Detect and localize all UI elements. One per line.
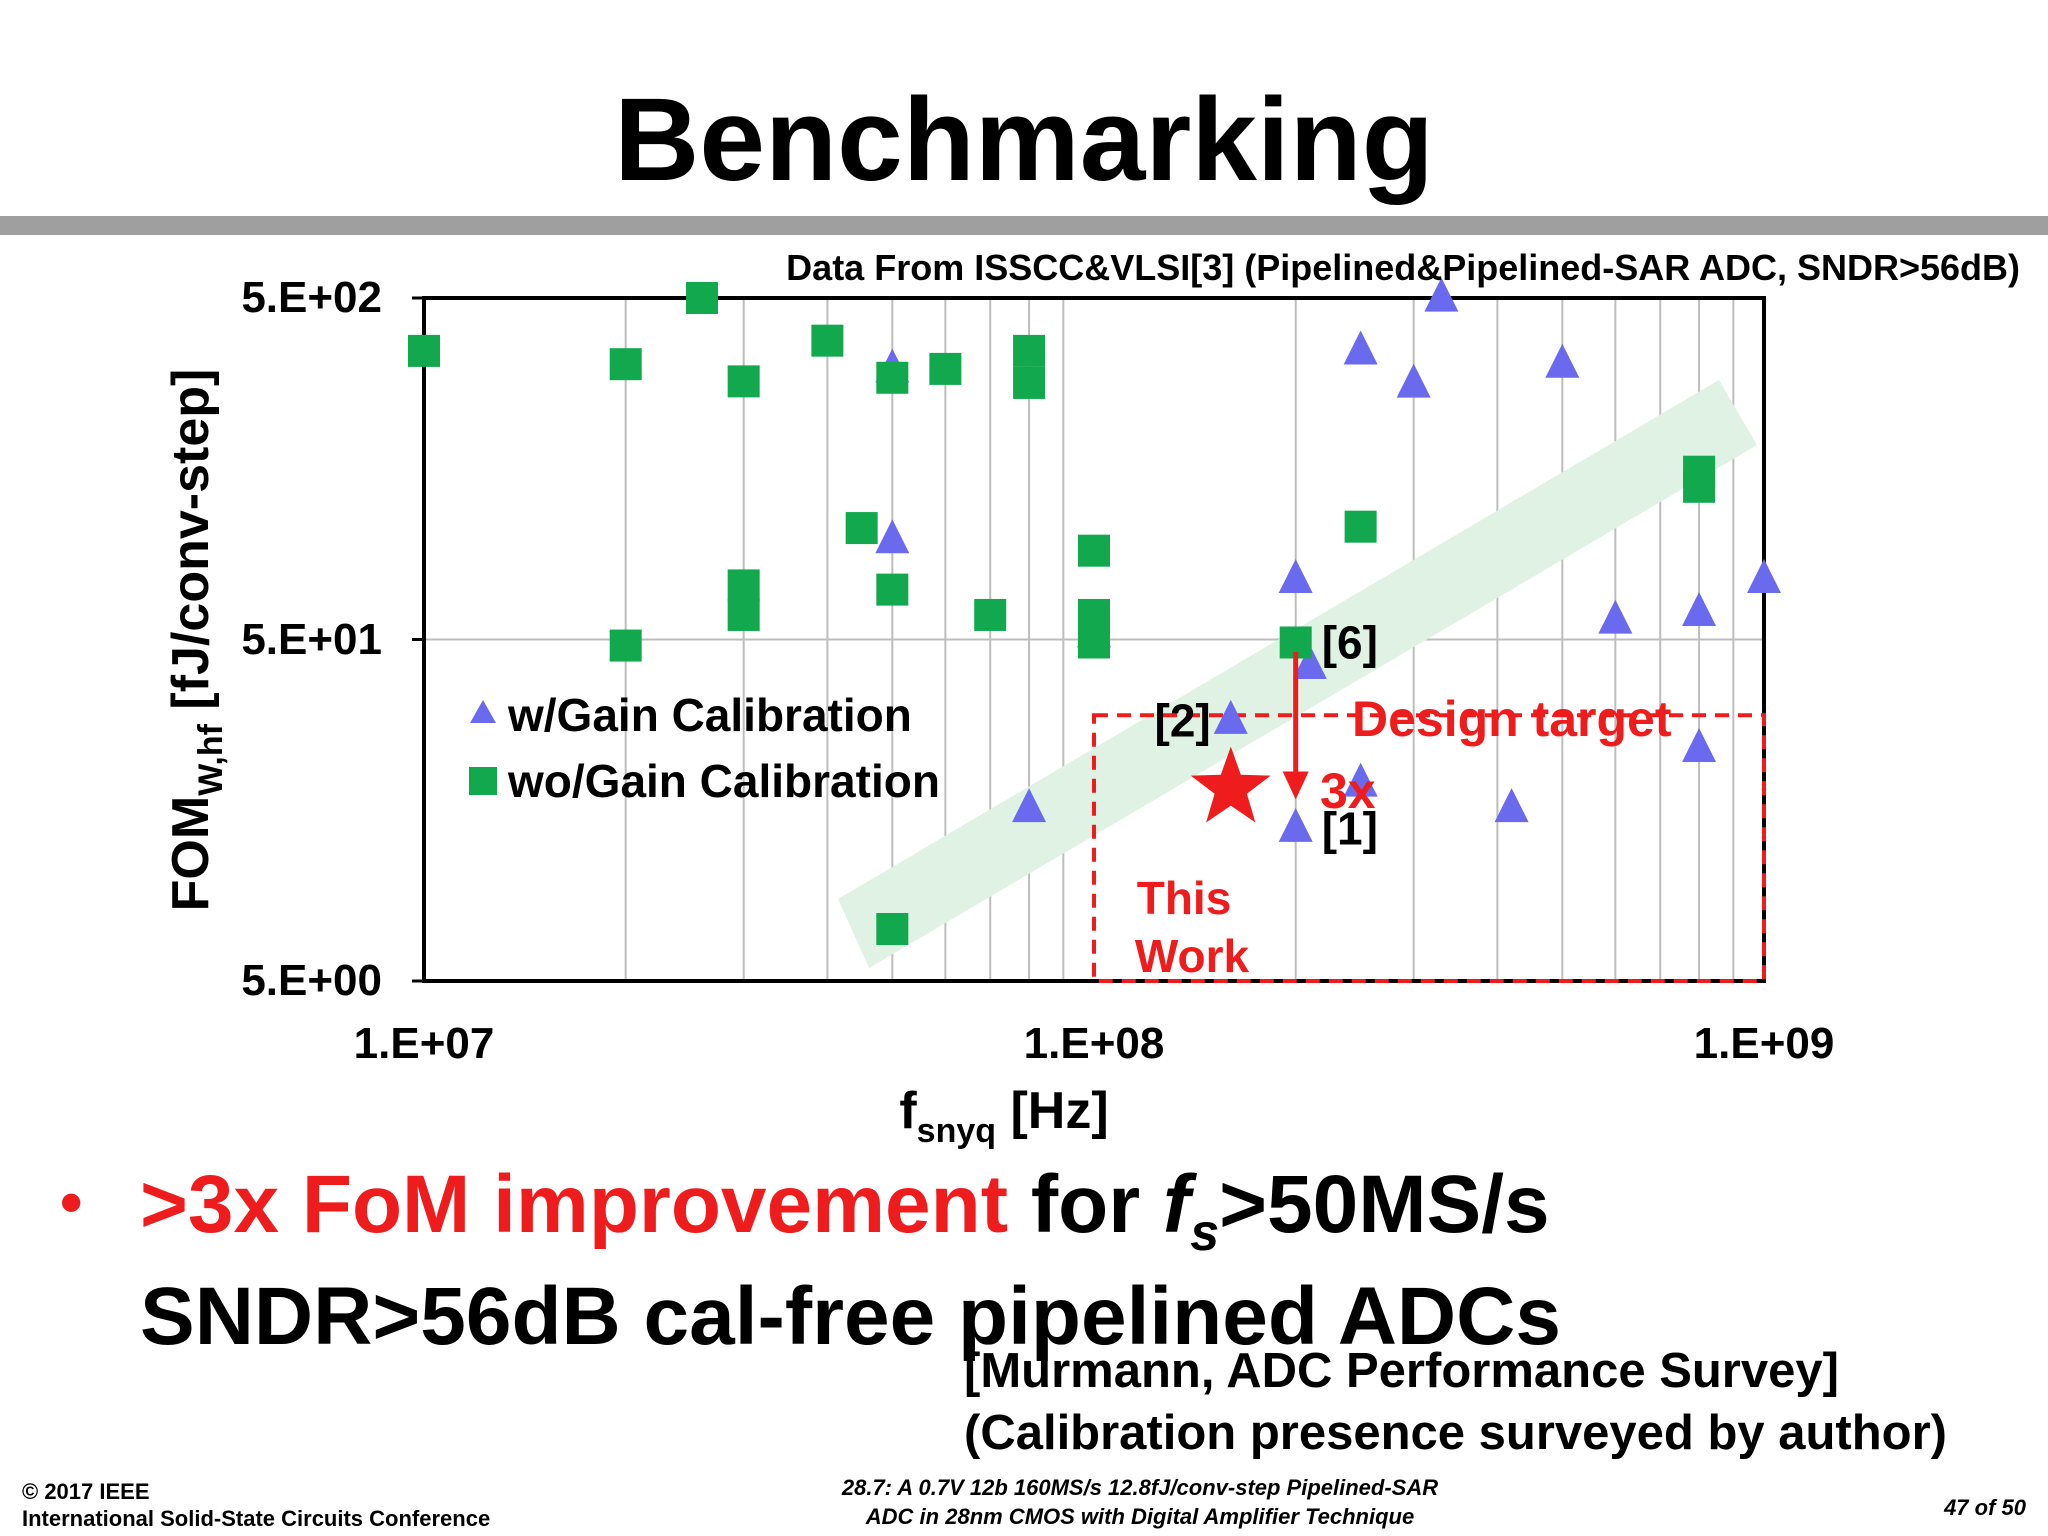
data-point-square [1078,626,1110,659]
data-point-square [1683,470,1716,503]
source-line-2: (Calibration presence surveyed by author… [964,1406,1947,1460]
legend-triangle-icon [470,700,496,723]
data-point-triangle [1213,699,1248,734]
this-work-star [1190,746,1271,823]
reference-label: [2] [1155,694,1211,746]
copyright-text: © 2017 IEEE [22,1479,150,1504]
y-tick-label: 5.E+01 [241,615,382,664]
data-point-square [811,324,844,357]
bullet-fs: f [1162,1159,1191,1250]
legend: w/Gain Calibration wo/Gain Calibration [469,689,940,807]
this-work-label: Work [1135,930,1250,982]
footer-paper-title: 28.7: A 0.7V 12b 160MS/s 12.8fJ/conv-ste… [790,1473,1490,1531]
x-axis-label-sub: snyq [917,1112,996,1150]
data-point-triangle [1747,558,1781,593]
x-axis-label: fsnyq [Hz] [899,1082,1108,1150]
legend-label: w/Gain Calibration [507,689,912,741]
y-axis-label-main: FOM [162,796,220,912]
plot-area [422,296,1766,983]
x-axis-label-unit: [Hz] [996,1082,1109,1140]
improvement-arrow [1282,651,1309,800]
bullet-text: for [1008,1159,1163,1250]
x-tick-label: 1.E+08 [1024,1019,1165,1068]
y-axis-label: FOMW,hf [fJ/conv-step] [162,369,230,912]
data-point-triangle [1012,788,1047,823]
data-point-square [727,598,760,631]
chart-subtitle: Data From ISSCC&VLSI[3] (Pipelined&Pipel… [786,247,2020,288]
title-divider [0,216,2048,235]
x-axis-label-main: f [899,1082,917,1140]
bullet-fs-sub: s [1190,1204,1220,1262]
data-point-triangle [875,519,910,554]
paper-title-line-1: 28.7: A 0.7V 12b 160MS/s 12.8fJ/conv-ste… [841,1475,1439,1500]
source-note: [Murmann, ADC Performance Survey] (Calib… [964,1340,2024,1464]
data-point-square [1078,534,1110,567]
design-target-box [1092,713,1766,983]
bullet-line-2: SNDR>56dB cal-free pipelined ADCs [140,1271,1561,1362]
bullet-dot-icon: • [60,1166,83,1238]
data-point-square [1078,598,1110,631]
y-tick-label: 5.E+00 [241,956,382,1005]
data-point-square [876,573,909,606]
chart-svg: [6] [2] [1] Data From ISSCC&VLSI[3] (Pipel… [162,247,2020,1150]
point-labels: [6] [2] [1] [1155,616,1378,854]
data-point-square [408,334,440,367]
design-target-label: Design target [1352,691,1672,747]
reference-label: [6] [1322,616,1378,668]
key-takeaway: • >3x FoM improvement for fs>50MS/s SNDR>… [60,1160,2010,1359]
data-point-triangle [1424,277,1459,312]
arrow-head-icon [1282,771,1309,800]
reference-label: [1] [1322,802,1378,854]
data-point-square [929,352,962,385]
data-point-triangle [1598,599,1633,634]
bullet-highlight: >3x FoM improvement [140,1159,1009,1250]
data-point-triangle [1292,644,1327,679]
bullet-line-1: • >3x FoM improvement for fs>50MS/s [60,1160,2010,1275]
data-point-triangle [1396,363,1431,398]
data-point-square [686,282,719,314]
data-point-square [1013,366,1046,399]
data-point-triangle [1278,558,1313,593]
paper-title-line-2: ADC in 28nm CMOS with Digital Amplifier … [865,1504,1415,1529]
data-point-triangle [1682,592,1717,627]
y-axis-label-unit: [fJ/conv-step] [162,369,220,724]
conference-name: International Solid-State Circuits Confe… [22,1506,491,1531]
slide-title: Benchmarking [614,74,1434,206]
footer-copyright: © 2017 IEEE International Solid-State Ci… [22,1478,490,1532]
data-point-square [1013,334,1046,367]
bullet-text-after: >50MS/s [1219,1159,1550,1250]
legend-label: wo/Gain Calibration [507,755,940,807]
data-point-square [974,598,1007,631]
improvement-label: 3x [1320,763,1376,819]
legend-square-icon [469,767,497,795]
y-tick-label: 5.E+02 [241,273,382,322]
benchmark-chart: [6] [2] [1] Data From ISSCC&VLSI[3] (Pipel… [162,247,2020,1150]
source-line-1: [Murmann, ADC Performance Survey] [964,1344,1839,1398]
data-point-triangle [1278,807,1313,842]
page-number: 47 of 50 [1944,1495,2026,1520]
data-point-square [1344,510,1377,543]
data-point-square [876,912,909,945]
data-point-square [876,361,909,394]
data-point-square [609,629,642,662]
data-point-square [727,569,760,602]
data-point-triangle [1343,762,1378,797]
data-point-triangle [1545,343,1580,378]
y-axis-label-sub: W,hf [192,723,230,795]
x-tick-label: 1.E+09 [1694,1019,1835,1068]
x-tick-label: 1.E+07 [354,1019,495,1068]
data-point-triangle [1343,330,1378,365]
data-points [408,277,1781,945]
data-point-triangle [1682,727,1717,762]
data-point-triangle [1494,788,1529,823]
this-work-label: This [1137,872,1232,924]
data-point-square [845,512,878,545]
data-point-square [609,348,642,381]
data-point-square [727,365,760,398]
